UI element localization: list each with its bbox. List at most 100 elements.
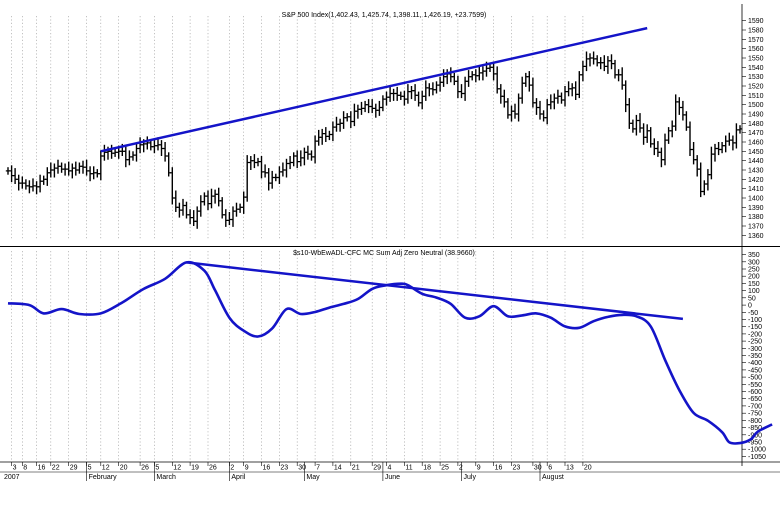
ohlc-bar	[355, 104, 361, 119]
ohlc-bar	[259, 156, 264, 179]
ohlc-bar	[627, 98, 632, 129]
ohlc-bar	[459, 84, 464, 99]
ohlc-bar	[98, 150, 103, 181]
ohlc-bar	[605, 56, 611, 74]
ohlc-bar	[412, 84, 418, 101]
ohlc-bar	[77, 162, 82, 174]
ohlc-bar	[695, 155, 700, 177]
ohlc-bar	[391, 88, 396, 101]
ohlc-bar	[641, 123, 646, 145]
x-tick-label: 26	[209, 465, 217, 472]
month-label: May	[306, 474, 320, 481]
ohlc-bar	[716, 142, 721, 156]
ohlc-bar	[170, 167, 175, 205]
y-tick-label: 150	[748, 281, 760, 288]
ohlc-bar	[34, 181, 39, 195]
month-label: 2007	[4, 474, 20, 481]
x-tick-label: 26	[141, 465, 149, 472]
ohlc-bar	[237, 203, 243, 213]
ohlc-bar	[648, 127, 653, 148]
y-tick-label: 1440	[748, 158, 764, 165]
ohlc-bar	[584, 51, 589, 72]
y-tick-label: 1430	[748, 168, 764, 175]
x-axis: 3 8 16 22 29 5 12 20 26 5 12 19 26 2 9 16 23 30 7 14 21 29 4 11…	[4, 462, 592, 481]
ohlc-bar	[70, 163, 75, 179]
x-tick-label: 29	[373, 465, 381, 472]
ohlc-bar	[123, 146, 128, 168]
y-tick-label: -50	[748, 310, 758, 317]
ohlc-bar	[248, 156, 253, 170]
ohlc-bar	[702, 180, 707, 196]
ohlc-bar	[612, 59, 618, 79]
ohlc-bar	[680, 100, 686, 121]
ohlc-bar	[405, 84, 411, 104]
x-tick-label: 23	[280, 465, 288, 472]
y-tick-label: 1460	[748, 140, 764, 147]
ohlc-bar	[420, 90, 425, 110]
y-tick-label: -100	[748, 317, 762, 324]
ohlc-bar	[570, 83, 575, 97]
indicator-y-axis: 350300250200150100500-50-100-150-200-250…	[742, 252, 766, 461]
ohlc-bar	[445, 69, 450, 85]
ohlc-bar	[352, 103, 357, 127]
ohlc-bar	[12, 168, 18, 184]
ohlc-bar	[73, 161, 78, 176]
y-tick-label: -800	[748, 418, 762, 425]
x-tick-label: 9	[245, 465, 249, 472]
ohlc-bar	[109, 144, 114, 159]
ohlc-bar	[409, 86, 414, 100]
ohlc-bar	[191, 210, 196, 226]
ohlc-bar	[455, 75, 461, 99]
x-tick-label: 30	[534, 465, 542, 472]
y-tick-label: 1560	[748, 46, 764, 53]
ohlc-bar	[252, 154, 257, 169]
ohlc-bar	[634, 114, 639, 136]
y-tick-label: -150	[748, 324, 762, 331]
ohlc-bar	[162, 142, 168, 162]
ohlc-bar	[573, 81, 578, 100]
ohlc-bar	[309, 150, 314, 161]
ohlc-bar	[523, 72, 528, 87]
y-tick-label: 100	[748, 288, 760, 295]
ohlc-bar	[370, 99, 375, 114]
ohlc-bar	[209, 188, 214, 209]
y-tick-label: 250	[748, 267, 760, 274]
sp500-trendline	[100, 26, 648, 153]
ohlc-bar	[348, 111, 353, 128]
ohlc-bar	[45, 167, 50, 186]
ohlc-bar	[520, 76, 525, 104]
y-tick-label: 1590	[748, 18, 764, 25]
ohlc-bar	[180, 198, 186, 216]
ohlc-bar	[377, 100, 382, 116]
x-tick-label: 19	[191, 465, 199, 472]
y-tick-label: -400	[748, 360, 762, 367]
month-label: July	[464, 474, 477, 481]
x-tick-label: 14	[334, 465, 342, 472]
y-tick-label: -550	[748, 382, 762, 389]
ohlc-bar	[541, 110, 546, 122]
ohlc-bar	[712, 143, 718, 162]
y-tick-label: 200	[748, 274, 760, 281]
ohlc-bar	[687, 121, 693, 156]
ohlc-bar	[198, 195, 203, 217]
ohlc-bar	[609, 54, 614, 70]
ohlc-bar	[652, 138, 657, 156]
y-tick-label: 1470	[748, 130, 764, 137]
ohlc-bar	[362, 100, 368, 113]
x-tick-label: 3	[13, 465, 17, 472]
x-tick-label: 12	[173, 465, 181, 472]
ohlc-bar	[673, 94, 678, 131]
y-tick-label: -250	[748, 339, 762, 346]
ohlc-bar	[337, 118, 343, 132]
ohlc-bar	[184, 201, 189, 219]
x-tick-label: 7	[316, 465, 320, 472]
ohlc-bar	[277, 166, 282, 184]
ohlc-bar	[130, 151, 136, 161]
ohlc-bar	[512, 103, 518, 119]
ohlc-bar	[587, 53, 593, 67]
y-tick-label: 1570	[748, 37, 764, 44]
ohlc-bar	[327, 130, 332, 141]
y-tick-label: -600	[748, 389, 762, 396]
x-tick-label: 12	[102, 465, 110, 472]
y-tick-label: 1480	[748, 121, 764, 128]
